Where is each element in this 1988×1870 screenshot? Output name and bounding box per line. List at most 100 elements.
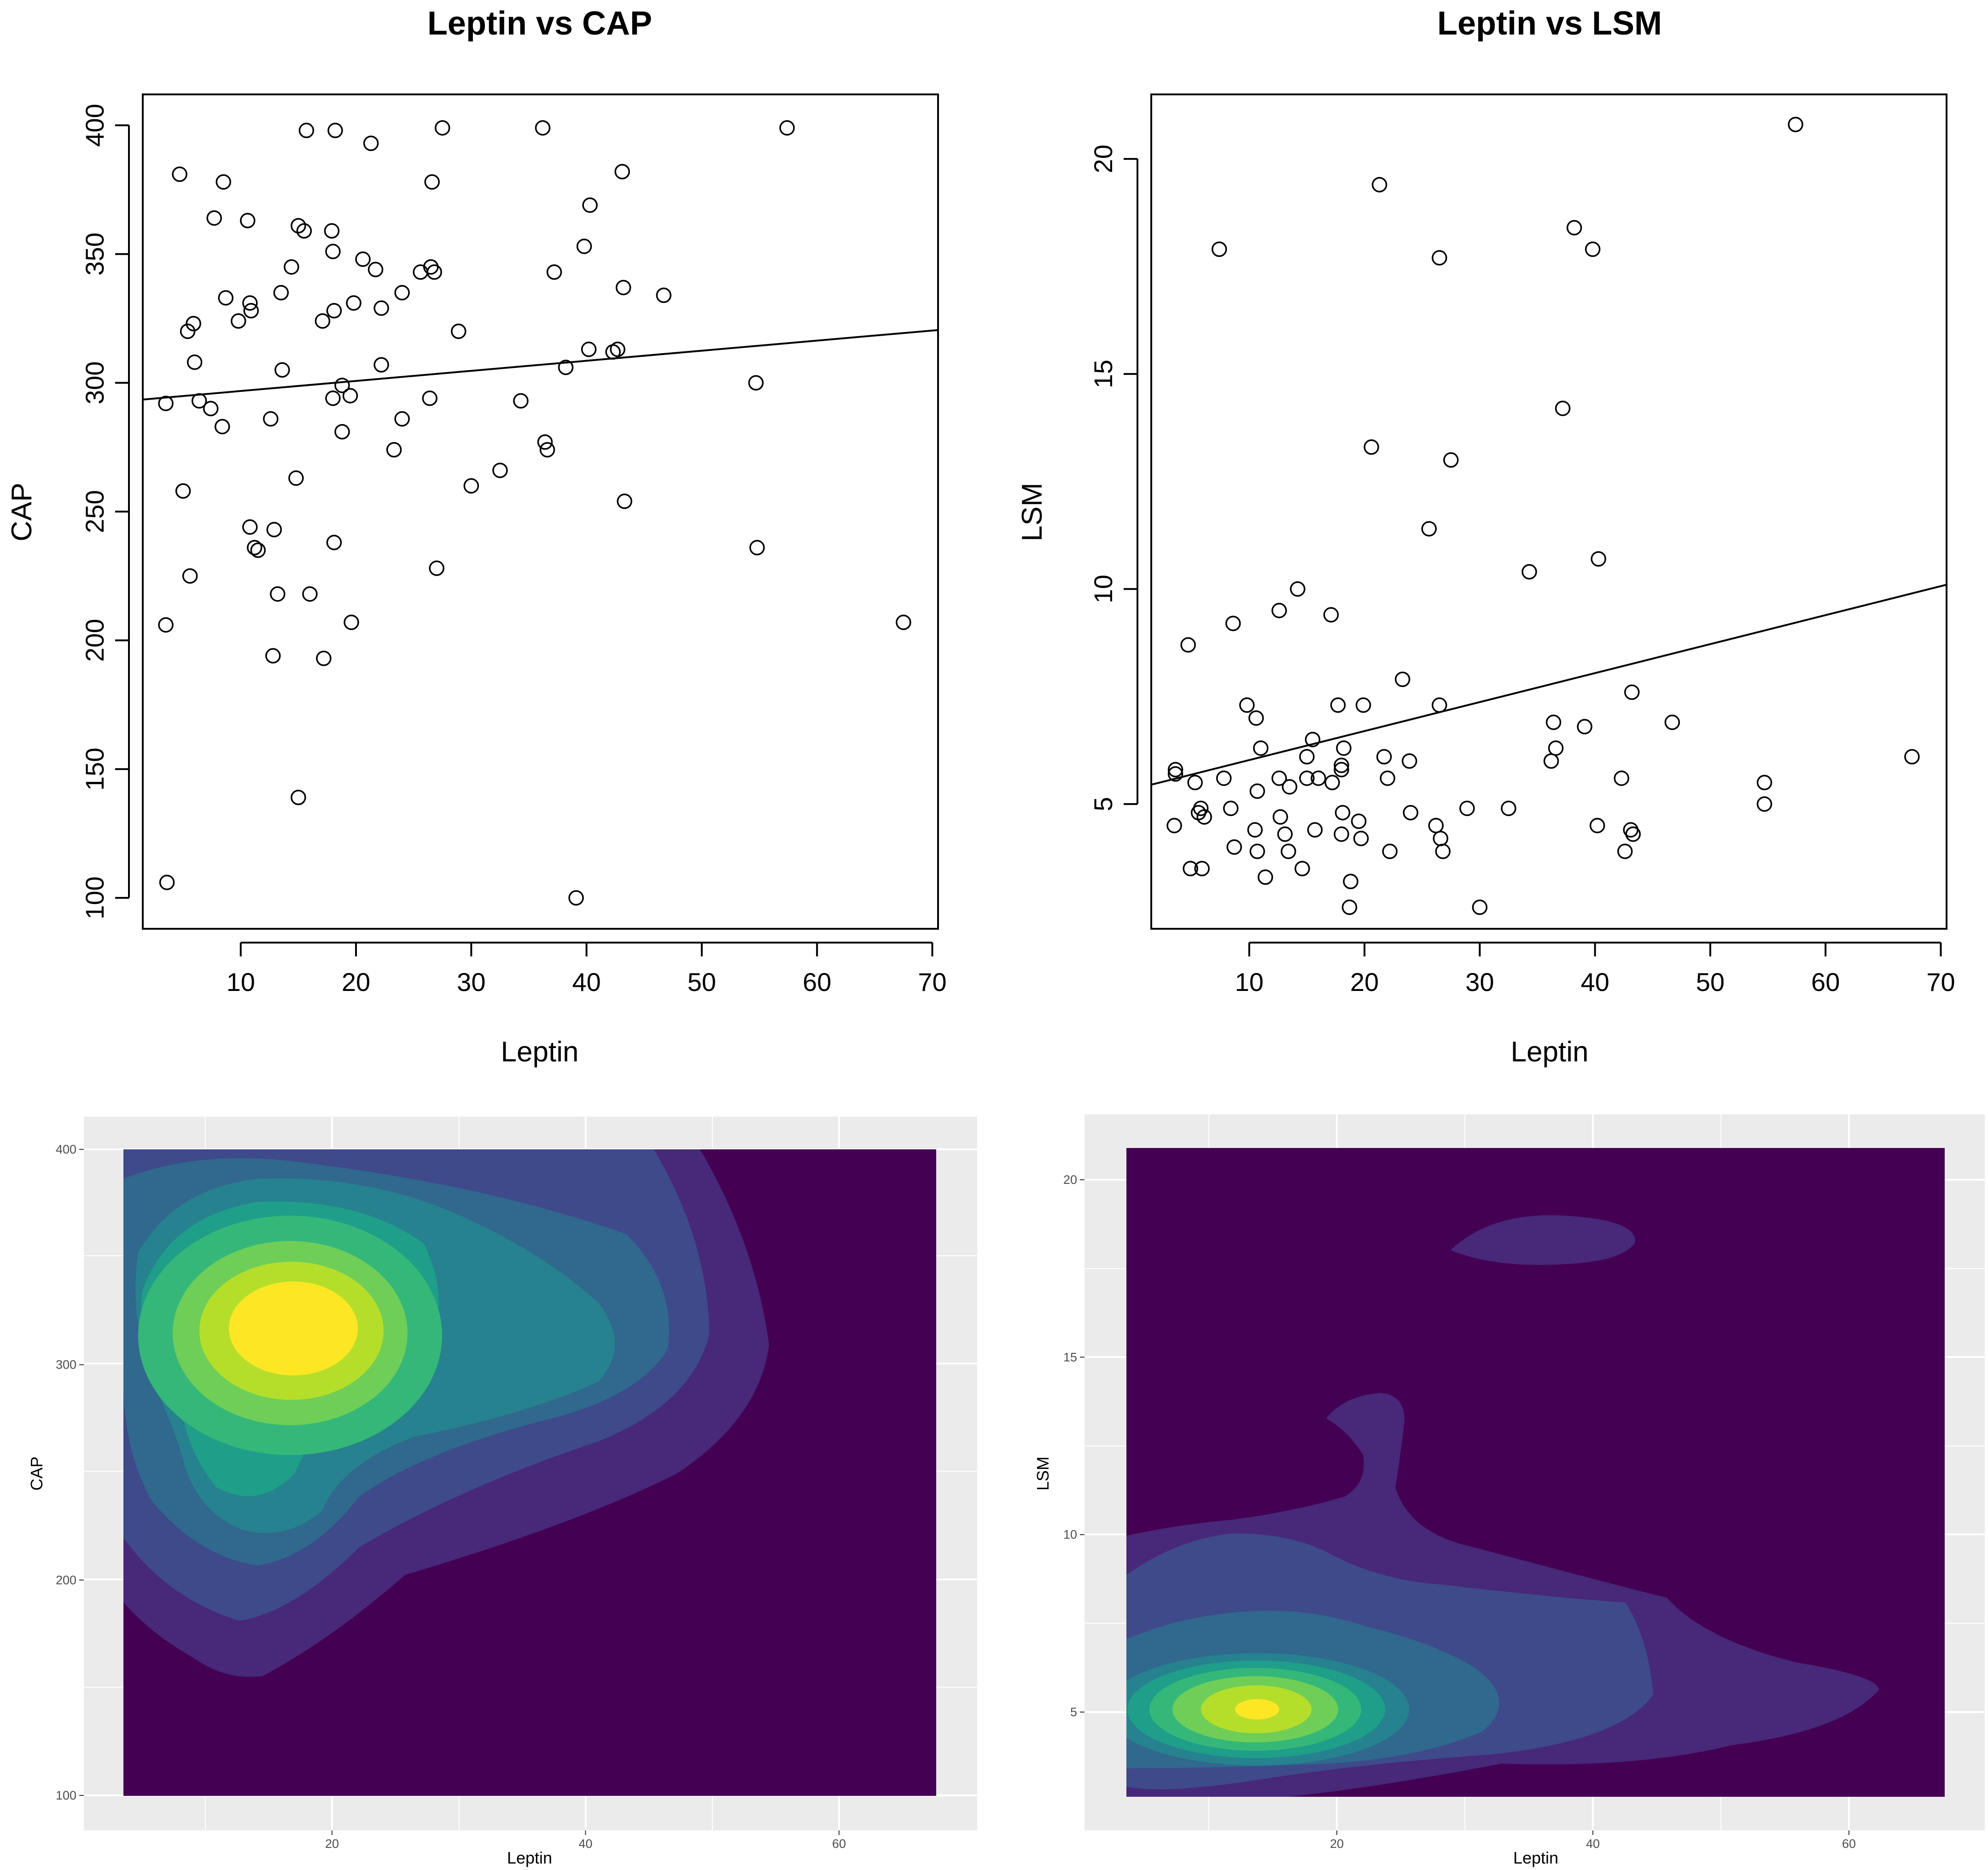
data-point	[546, 264, 562, 280]
data-point	[1290, 581, 1306, 597]
data-point	[537, 434, 553, 450]
data-point	[1904, 749, 1920, 765]
density-contours	[1126, 1148, 1945, 1797]
data-point	[394, 285, 410, 301]
panel-leptin-vs-lsm: Leptin vs LSM 10 20 30 40 50 60 70 5 10 15 20 Lep…	[1016, 5, 1955, 1068]
data-point	[1459, 800, 1475, 816]
data-point	[1431, 250, 1447, 266]
data-point	[1196, 809, 1212, 825]
data-point	[492, 462, 508, 478]
y-axis: 100 200 300 400	[56, 1142, 84, 1802]
data-point	[1343, 874, 1358, 890]
data-point	[242, 519, 258, 535]
data-point	[463, 478, 479, 494]
data-point	[386, 442, 402, 458]
data-point	[1180, 637, 1196, 653]
x-tick-label: 20	[342, 967, 370, 996]
data-point	[1382, 844, 1398, 859]
x-tick-label: 60	[1811, 967, 1840, 996]
x-tick-label: 30	[1465, 967, 1494, 996]
panel-density-lsm: 20 40 60 5 10 15 20 Leptin LSM	[1033, 1114, 1985, 1867]
data-point	[247, 540, 262, 556]
data-point	[1211, 241, 1227, 257]
data-point	[1167, 766, 1183, 782]
data-point	[539, 442, 555, 458]
x-tick-label: 30	[457, 967, 485, 996]
x-axis: 20 40 60	[1330, 1830, 1856, 1851]
data-point	[1501, 800, 1516, 816]
data-point	[1566, 220, 1582, 236]
data-point	[316, 651, 332, 666]
data-point	[187, 354, 203, 370]
y-axis: 100 150 200 250 300 350 400	[80, 104, 130, 920]
data-point	[426, 264, 442, 280]
data-point	[291, 218, 306, 233]
data-point	[394, 411, 410, 427]
data-point	[1543, 753, 1559, 769]
x-axis-label: Leptin	[1513, 1848, 1558, 1867]
data-point	[206, 210, 222, 226]
data-point	[1788, 117, 1803, 133]
data-point	[1305, 732, 1321, 747]
data-point	[1166, 818, 1182, 833]
data-point	[1624, 684, 1640, 700]
data-point	[1428, 818, 1444, 833]
data-point	[326, 535, 342, 550]
data-point	[1249, 783, 1265, 799]
data-point	[1472, 899, 1488, 915]
y-tick-label: 300	[56, 1358, 76, 1372]
data-point	[1380, 770, 1395, 786]
data-point	[273, 285, 289, 301]
y-tick-label: 15	[1063, 1350, 1077, 1364]
data-point	[334, 424, 350, 440]
data-point	[373, 357, 389, 373]
data-point	[1431, 697, 1447, 713]
data-point	[610, 341, 625, 357]
data-point	[298, 122, 315, 139]
data-point	[1591, 551, 1606, 567]
data-point	[363, 135, 379, 151]
data-point	[1555, 401, 1571, 416]
data-point	[263, 411, 279, 427]
y-tick-label: 20	[1063, 1173, 1077, 1187]
data-point	[1258, 869, 1273, 885]
data-point	[576, 239, 592, 254]
x-axis-label: Leptin	[501, 1036, 579, 1068]
x-tick-label: 40	[572, 967, 600, 996]
data-point	[779, 120, 795, 136]
data-point	[1247, 822, 1263, 838]
x-tick-label: 40	[1580, 967, 1609, 996]
data-point	[315, 313, 331, 329]
data-point	[1421, 521, 1437, 537]
data-point	[1239, 697, 1255, 713]
x-tick-label: 20	[1350, 967, 1379, 996]
x-axis-label: Leptin	[507, 1848, 552, 1867]
data-point	[1299, 749, 1315, 765]
x-tick-label: 60	[832, 1837, 846, 1851]
y-tick-label: 350	[80, 233, 109, 275]
y-tick-label: 250	[80, 490, 109, 533]
x-tick-label: 50	[1696, 967, 1725, 996]
data-point	[1323, 607, 1339, 623]
data-point	[558, 360, 574, 375]
data-point	[172, 166, 187, 182]
data-point	[1548, 740, 1564, 756]
data-point	[159, 874, 175, 891]
data-point	[422, 390, 437, 406]
data-point	[1401, 753, 1417, 769]
data-point	[1335, 805, 1351, 821]
data-point	[1311, 770, 1326, 786]
data-point	[342, 388, 358, 404]
data-point	[186, 315, 201, 332]
data-point	[230, 313, 246, 329]
data-point	[1394, 671, 1411, 687]
data-point	[1216, 770, 1232, 786]
x-tick-label: 70	[918, 967, 946, 996]
data-point	[1355, 697, 1371, 713]
data-point	[288, 470, 304, 486]
data-point	[581, 341, 597, 357]
data-point	[180, 323, 196, 339]
data-point	[617, 493, 632, 509]
y-tick-label: 200	[80, 619, 109, 662]
y-tick-label: 15	[1089, 360, 1118, 388]
